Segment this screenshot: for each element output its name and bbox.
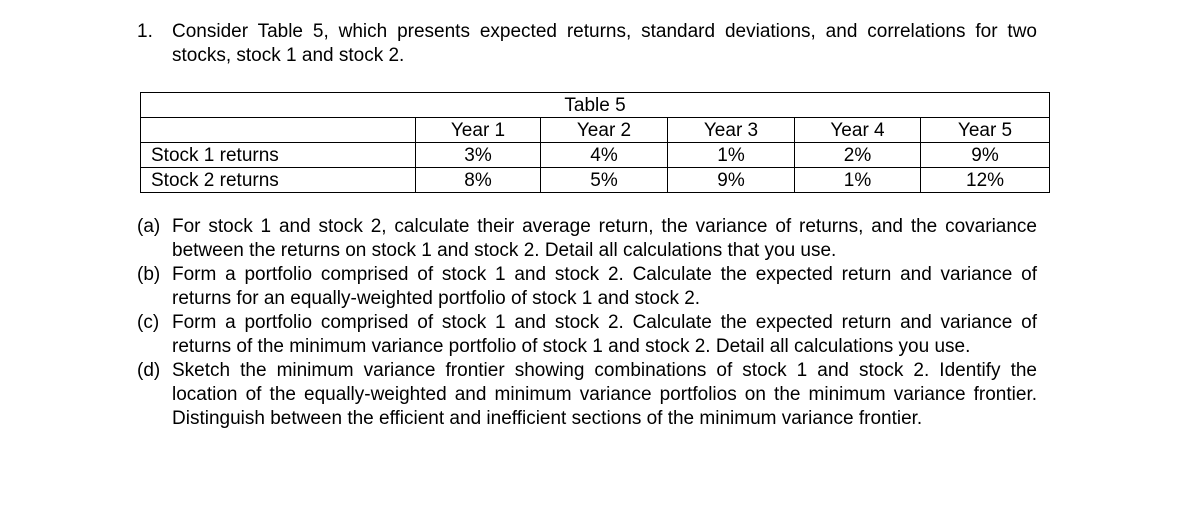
- table-cell: 9%: [667, 167, 795, 193]
- part-text: Form a portfolio comprised of stock 1 an…: [172, 264, 1037, 309]
- part-d: (d) Sketch the minimum variance frontier…: [137, 359, 1037, 431]
- returns-table: Table 5 Year 1 Year 2 Year 3 Year 4 Year…: [139, 92, 1051, 193]
- table-row-stock-2: Stock 2 returns 8% 5% 9% 1% 12%: [140, 167, 1051, 193]
- table-cell: 4%: [540, 142, 668, 168]
- header-cell-blank: [140, 117, 416, 143]
- header-cell: Year 2: [540, 117, 668, 143]
- table-caption-row: Table 5: [139, 92, 1051, 118]
- table-caption: Table 5: [139, 92, 1051, 118]
- table-cell: 3%: [415, 142, 541, 168]
- question-intro: 1. Consider Table 5, which presents expe…: [137, 20, 1037, 68]
- part-label: (a): [137, 216, 161, 237]
- part-text: For stock 1 and stock 2, calculate their…: [172, 216, 1037, 261]
- table-cell: 8%: [415, 167, 541, 193]
- table-cell: 2%: [794, 142, 921, 168]
- table-cell: 12%: [919, 167, 1051, 193]
- question-row: 1. Consider Table 5, which presents expe…: [137, 20, 1037, 68]
- header-cell: Year 5: [919, 117, 1051, 143]
- part-text: Form a portfolio comprised of stock 1 an…: [172, 312, 1037, 357]
- header-cell: Year 4: [794, 117, 921, 143]
- header-cell: Year 3: [667, 117, 795, 143]
- table-cell: 1%: [794, 167, 921, 193]
- header-cell: Year 1: [415, 117, 541, 143]
- row-label: Stock 1 returns: [140, 142, 416, 168]
- part-label: (b): [137, 264, 161, 285]
- table-header-row: Year 1 Year 2 Year 3 Year 4 Year 5: [140, 117, 1051, 143]
- part-label: (c): [137, 312, 160, 333]
- part-c: (c) Form a portfolio comprised of stock …: [137, 311, 1037, 359]
- question-number: 1.: [137, 21, 153, 42]
- table-cell: 1%: [667, 142, 795, 168]
- part-label: (d): [137, 360, 161, 381]
- part-text: Sketch the minimum variance frontier sho…: [172, 360, 1037, 429]
- table-row-stock-1: Stock 1 returns 3% 4% 1% 2% 9%: [140, 142, 1051, 168]
- part-b: (b) Form a portfolio comprised of stock …: [137, 263, 1037, 311]
- question-text: Consider Table 5, which presents expecte…: [172, 21, 1037, 66]
- row-label: Stock 2 returns: [140, 167, 416, 193]
- part-a: (a) For stock 1 and stock 2, calculate t…: [137, 215, 1037, 263]
- question-parts: (a) For stock 1 and stock 2, calculate t…: [137, 215, 1037, 431]
- table-cell: 5%: [540, 167, 668, 193]
- table-cell: 9%: [919, 142, 1051, 168]
